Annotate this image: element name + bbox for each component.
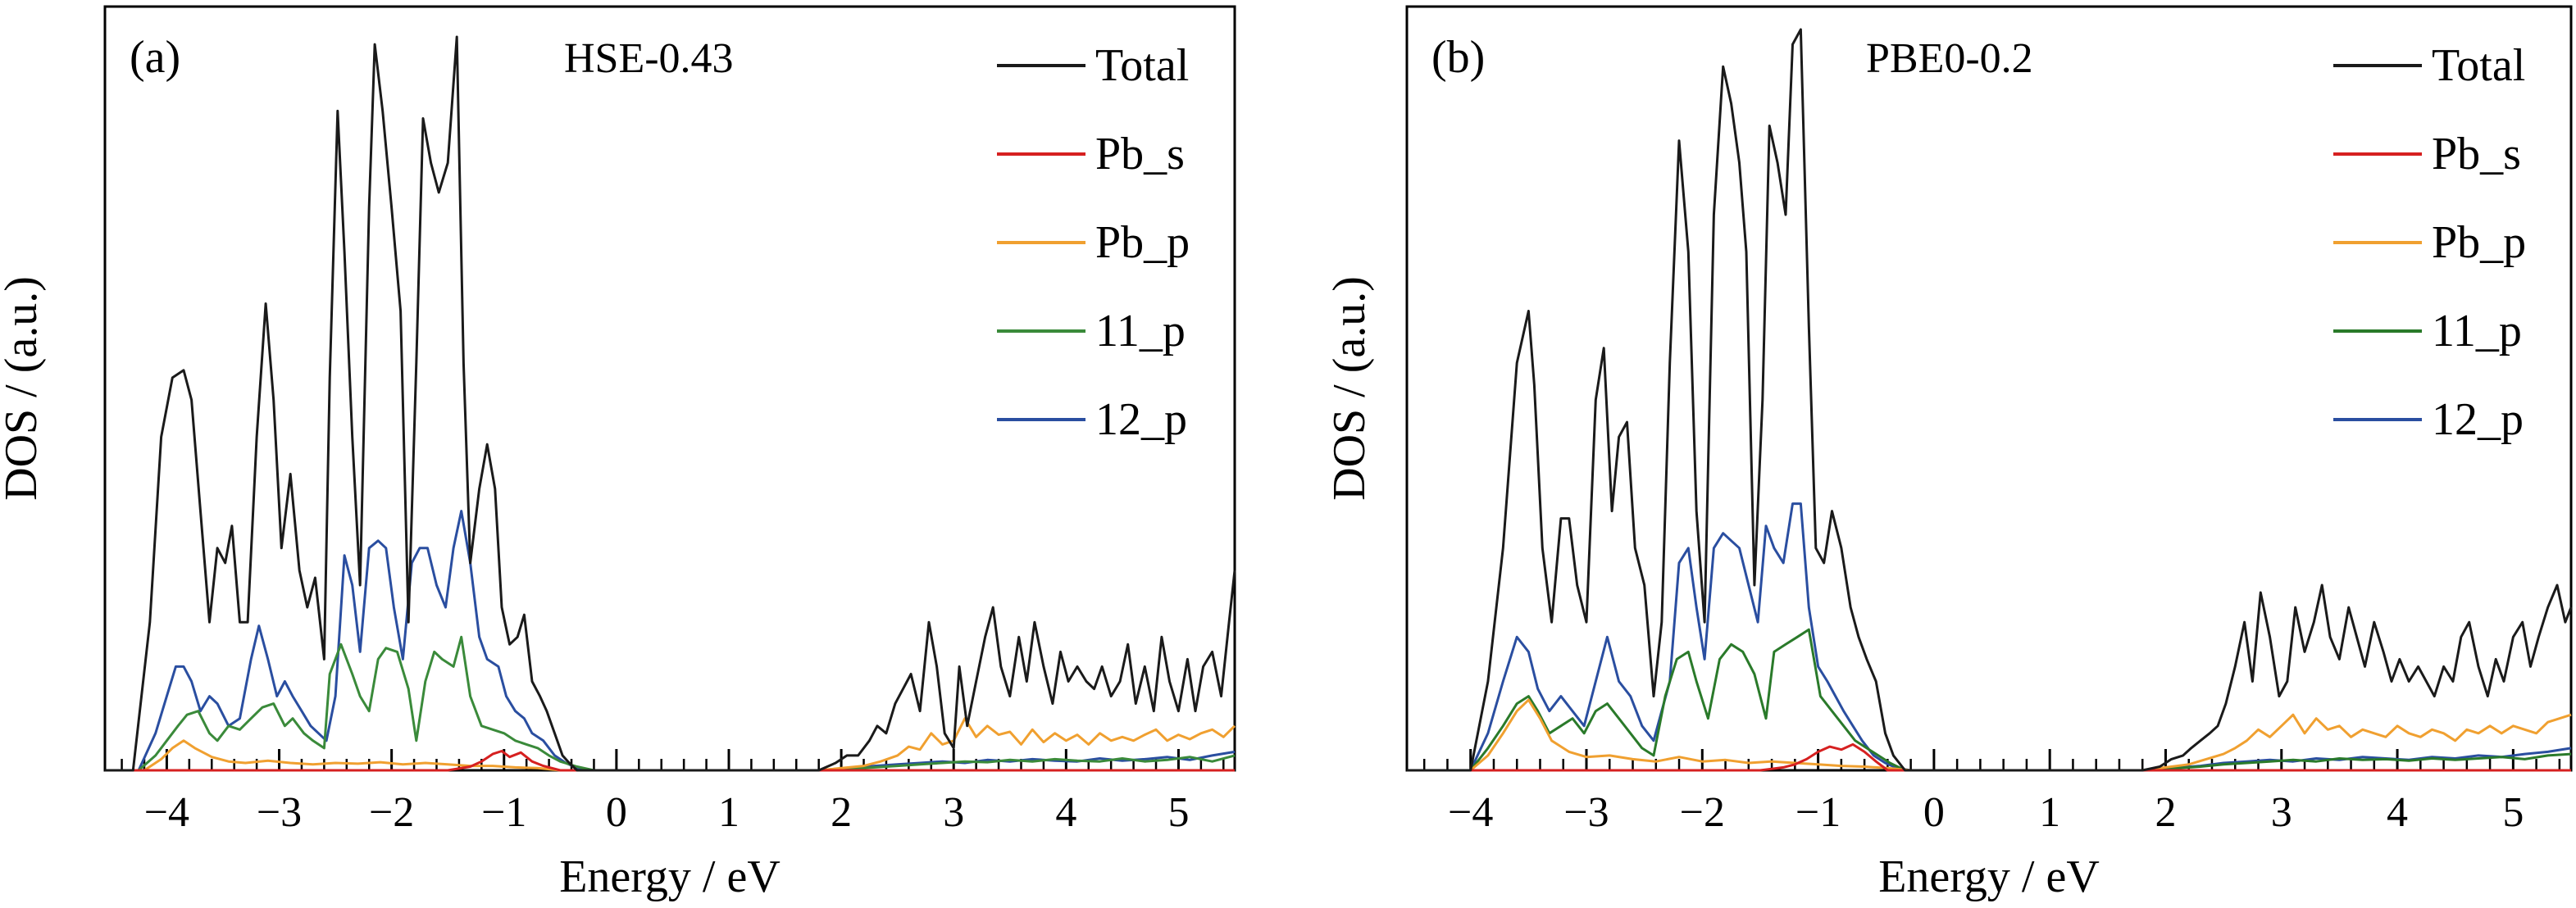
- x-tick-label: 4: [1055, 789, 1076, 836]
- series-line-pb-s: [105, 750, 1235, 772]
- x-tick-label: −2: [1680, 789, 1725, 836]
- plot-frame: [103, 5, 1236, 772]
- plot-frame: [1405, 5, 2573, 772]
- legend-label: Pb_p: [2432, 217, 2526, 268]
- series-line-pb-p: [105, 717, 1236, 772]
- x-tick-label: −4: [1448, 789, 1493, 836]
- x-tick-label: 3: [2271, 789, 2292, 836]
- series-line-pb-p: [1407, 698, 2572, 772]
- x-tick-label: −4: [144, 789, 189, 836]
- x-tick-label: 4: [2387, 789, 2408, 836]
- y-axis-title: DOS / (a.u.): [0, 276, 47, 501]
- legend-label: Pb_s: [2432, 129, 2521, 179]
- x-tick-label: 2: [2155, 789, 2176, 836]
- series-line-11-p: [1407, 628, 2572, 772]
- method-label: PBE0-0.2: [1866, 35, 2033, 82]
- x-tick-label: 0: [1923, 789, 1945, 836]
- x-tick-label: −2: [369, 789, 414, 836]
- panel-label: (b): [1431, 32, 1485, 83]
- x-tick-label: −3: [257, 789, 302, 836]
- x-tick-label: 1: [718, 789, 740, 836]
- x-tick-label: −1: [1795, 789, 1841, 836]
- x-axis-title: Energy / eV: [559, 851, 781, 902]
- x-tick-label: 5: [1167, 789, 1189, 836]
- series-line-total: [1407, 28, 2573, 772]
- y-axis-title: DOS / (a.u.): [1324, 276, 1375, 501]
- series-line-pb-s: [1407, 742, 2571, 772]
- x-tick-label: 2: [831, 789, 852, 836]
- legend-label: 11_p: [1095, 306, 1186, 356]
- legend-label: Pb_p: [1095, 217, 1190, 268]
- x-tick-label: 3: [943, 789, 964, 836]
- series-line-12-p: [105, 510, 1236, 772]
- panel-b: −4 −3 −2 −1 0 1 2 3 4 5 Energy / eV DOS / (a.u.) (b)…: [1324, 5, 2573, 902]
- legend-label: Total: [2432, 40, 2525, 91]
- series-line-total: [105, 35, 1236, 772]
- legend-label: 11_p: [2432, 306, 2522, 356]
- x-tick-label: 1: [2039, 789, 2060, 836]
- panel-label: (a): [130, 32, 180, 83]
- legend-label: Pb_s: [1095, 129, 1185, 179]
- panel-a: −4 −3 −2 −1 0 1 2 3 4 5 Energy / eV DOS / (a.u.) (a)…: [0, 5, 1236, 902]
- legend-label: 12_p: [1095, 394, 1187, 445]
- legend-label: Total: [1095, 40, 1189, 91]
- x-tick-label: −3: [1563, 789, 1609, 836]
- series-line-11-p: [105, 635, 1236, 772]
- legend-label: 12_p: [2432, 394, 2524, 445]
- x-tick-label: −1: [481, 789, 526, 836]
- x-tick-label: 0: [606, 789, 627, 836]
- x-axis-title: Energy / eV: [1878, 851, 2100, 902]
- method-label: HSE-0.43: [564, 35, 734, 82]
- x-tick-label: 5: [2502, 789, 2524, 836]
